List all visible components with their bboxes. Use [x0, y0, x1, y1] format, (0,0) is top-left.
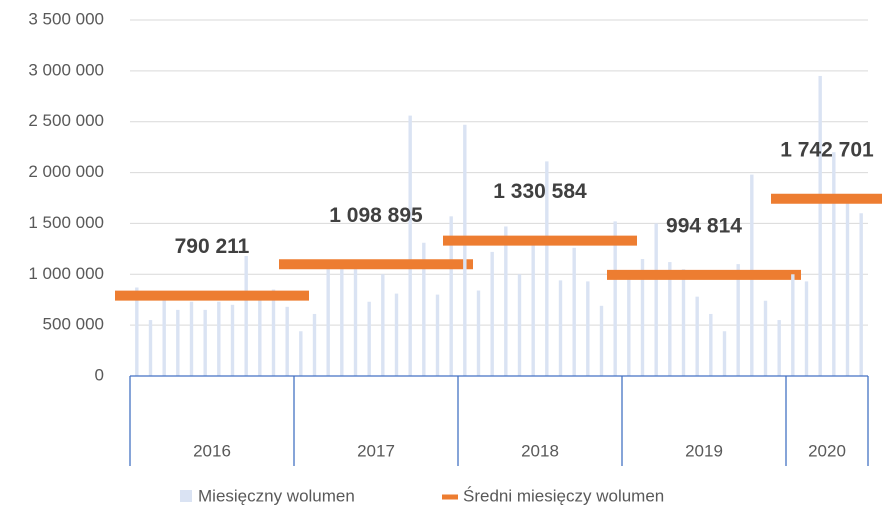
bar: [285, 306, 289, 376]
bar: [777, 320, 781, 376]
bar: [162, 296, 166, 376]
y-tick-label: 2 500 000: [28, 111, 104, 130]
bar: [818, 75, 822, 376]
x-tick-label: 2017: [357, 441, 395, 460]
bar: [517, 274, 522, 376]
data-label: 1 330 584: [493, 180, 587, 203]
bar: [736, 264, 740, 376]
bar: [189, 301, 194, 376]
bar: [244, 255, 248, 376]
legend-swatch: [180, 490, 192, 502]
bar: [476, 290, 481, 376]
bar: [394, 293, 399, 376]
bar: [586, 281, 590, 376]
data-label: 790 211: [175, 235, 250, 258]
data-label: 1 098 895: [329, 204, 423, 227]
y-tick-label: 1 000 000: [28, 264, 104, 283]
bar: [722, 331, 727, 376]
bar: [435, 294, 440, 376]
bar: [627, 274, 631, 376]
x-tick-label: 2020: [808, 441, 846, 460]
bar: [367, 301, 371, 376]
y-tick-label: 0: [95, 365, 104, 384]
bar: [832, 152, 836, 376]
bar: [148, 320, 153, 376]
bar: [135, 287, 139, 376]
bar: [258, 294, 262, 376]
x-tick-label: 2016: [193, 441, 231, 460]
y-tick-label: 3 500 000: [28, 9, 104, 28]
bar: [353, 269, 358, 376]
legend-label: Miesięczny wolumen: [198, 486, 355, 505]
y-tick-label: 500 000: [43, 315, 104, 334]
bar: [599, 305, 604, 376]
x-tick-label: 2018: [521, 441, 559, 460]
bar: [572, 247, 576, 376]
y-tick-label: 2 000 000: [28, 162, 104, 181]
bar: [558, 280, 563, 376]
bar: [176, 309, 180, 376]
bar: [681, 269, 686, 376]
bar: [545, 161, 549, 376]
bar: [613, 221, 617, 376]
bar: [340, 266, 344, 376]
bar: [531, 244, 535, 376]
bar: [463, 124, 467, 376]
bar: [422, 242, 426, 376]
bar: [312, 313, 317, 376]
bar: [381, 274, 385, 376]
bar: [654, 223, 658, 376]
bar: [326, 269, 330, 376]
bar: [408, 115, 412, 377]
bar: [271, 289, 276, 376]
y-tick-label: 3 000 000: [28, 60, 104, 79]
bar: [299, 331, 303, 376]
bar: [217, 301, 221, 376]
bar: [490, 251, 494, 376]
bar: [791, 274, 795, 376]
bar: [504, 226, 508, 376]
data-label: 994 814: [666, 214, 742, 237]
bar: [763, 300, 768, 376]
bar: [668, 262, 672, 376]
bar: [449, 216, 453, 376]
y-tick-label: 1 500 000: [28, 213, 104, 232]
data-label: 1 742 701: [780, 138, 874, 161]
bar: [695, 296, 699, 376]
bar: [804, 281, 809, 376]
x-tick-label: 2019: [685, 441, 723, 460]
legend-label: Średni miesięczy wolumen: [463, 486, 664, 505]
bar: [640, 259, 645, 376]
bar: [230, 304, 235, 376]
bar: [845, 203, 850, 376]
bar: [859, 213, 863, 376]
bar: [709, 313, 713, 376]
bar: [203, 309, 207, 376]
